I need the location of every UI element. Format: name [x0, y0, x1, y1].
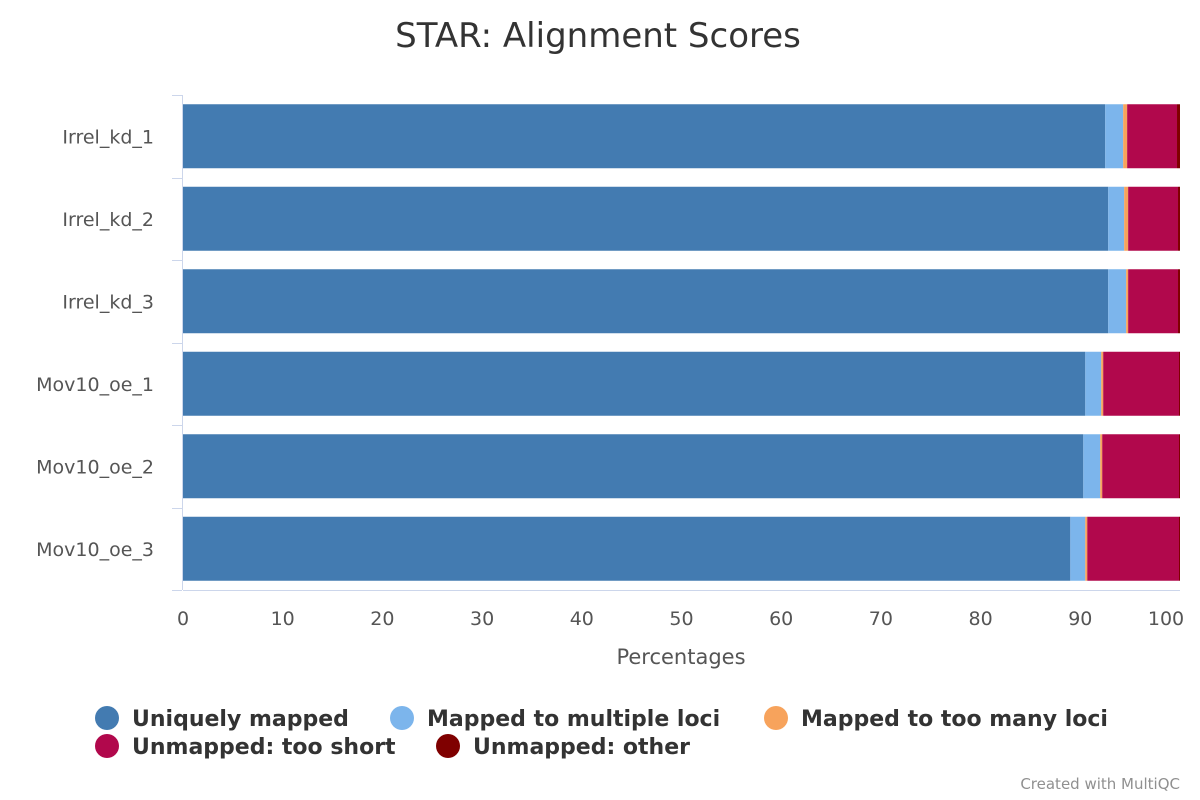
- category-label: Irrel_kd_3: [62, 291, 154, 313]
- bar-segment-Irrel_kd_1-5[interactable]: [1177, 104, 1180, 169]
- bar-segment-Irrel_kd_2-3[interactable]: [1124, 186, 1129, 251]
- legend-item-label[interactable]: Unmapped: too short: [132, 735, 396, 760]
- bar-segment-Mov10_oe_1-1[interactable]: [183, 351, 1086, 416]
- bar-segment-Irrel_kd_3-3[interactable]: [1126, 269, 1129, 334]
- x-tick-label: 30: [470, 608, 494, 630]
- x-tick-label: 50: [669, 608, 693, 630]
- category-labels: Irrel_kd_1 Irrel_kd_2 Irrel_kd_3 Mov10_oe_1…: [36, 126, 154, 561]
- x-tick-label: 80: [969, 608, 993, 630]
- credit-text[interactable]: Created with MultiQC: [1020, 775, 1180, 793]
- bar-segment-Mov10_oe_2-1[interactable]: [183, 434, 1084, 499]
- bar-segment-Irrel_kd_1-4[interactable]: [1127, 104, 1178, 169]
- category-label: Mov10_oe_3: [36, 539, 154, 561]
- category-label: Mov10_oe_2: [36, 456, 154, 478]
- axes: [172, 95, 1180, 591]
- bar-segment-Mov10_oe_3-4[interactable]: [1087, 516, 1180, 581]
- bar-segment-Irrel_kd_3-1[interactable]: [183, 269, 1109, 334]
- chart-title: STAR: Alignment Scores: [395, 16, 801, 56]
- legend-item-label[interactable]: Mapped to multiple loci: [427, 707, 720, 732]
- bar-segment-Mov10_oe_2-4[interactable]: [1102, 434, 1180, 499]
- bar-segment-Mov10_oe_2-5[interactable]: [1179, 434, 1180, 499]
- bar-segment-Irrel_kd_3-4[interactable]: [1128, 269, 1179, 334]
- legend-item-label[interactable]: Uniquely mapped: [132, 707, 349, 732]
- category-label: Irrel_kd_2: [62, 209, 154, 231]
- bar-segment-Mov10_oe_2-3[interactable]: [1100, 434, 1103, 499]
- x-tick-label: 10: [271, 608, 295, 630]
- legend-marker[interactable]: [95, 706, 119, 730]
- bar-segment-Irrel_kd_2-4[interactable]: [1128, 186, 1179, 251]
- x-tick-label: 70: [869, 608, 893, 630]
- bar-segment-Mov10_oe_3-2[interactable]: [1070, 516, 1086, 581]
- legend-marker[interactable]: [390, 706, 414, 730]
- x-axis-ticks: 0 10 20 30 40 50 60 70 80 90 100: [177, 608, 1184, 630]
- x-tick-label: 0: [177, 608, 189, 630]
- bar-segment-Mov10_oe_3-1[interactable]: [183, 516, 1071, 581]
- bar-segment-Mov10_oe_1-3[interactable]: [1101, 351, 1104, 416]
- x-axis-title: Percentages: [616, 645, 745, 669]
- bar-segment-Mov10_oe_2-2[interactable]: [1083, 434, 1101, 499]
- bar-segment-Irrel_kd_1-1[interactable]: [183, 104, 1106, 169]
- bar-segment-Mov10_oe_1-5[interactable]: [1179, 351, 1180, 416]
- legend: Uniquely mapped Mapped to multiple loci Ma…: [95, 706, 1108, 760]
- x-tick-label: 90: [1068, 608, 1092, 630]
- bar-segment-Irrel_kd_3-5[interactable]: [1178, 269, 1180, 334]
- legend-marker[interactable]: [436, 734, 460, 758]
- bar-segment-Mov10_oe_3-3[interactable]: [1085, 516, 1088, 581]
- legend-marker[interactable]: [764, 706, 788, 730]
- bar-segment-Irrel_kd_1-3[interactable]: [1123, 104, 1128, 169]
- bar-segment-Irrel_kd_3-2[interactable]: [1108, 269, 1127, 334]
- x-tick-label: 20: [370, 608, 394, 630]
- bar-segment-Irrel_kd_2-5[interactable]: [1178, 186, 1180, 251]
- bar-segment-Mov10_oe_3-5[interactable]: [1179, 516, 1180, 581]
- bar-segment-Irrel_kd_2-1[interactable]: [183, 186, 1109, 251]
- x-tick-label: 60: [769, 608, 793, 630]
- bar-segment-Irrel_kd_2-2[interactable]: [1108, 186, 1125, 251]
- bar-segment-Mov10_oe_1-4[interactable]: [1103, 351, 1180, 416]
- bar-segment-Irrel_kd_1-2[interactable]: [1105, 104, 1124, 169]
- category-label: Mov10_oe_1: [36, 374, 154, 396]
- bars-group: [183, 104, 1180, 581]
- x-tick-label: 100: [1148, 608, 1184, 630]
- legend-item-label[interactable]: Unmapped: other: [473, 735, 690, 760]
- legend-item-label[interactable]: Mapped to too many loci: [801, 707, 1108, 732]
- bar-segment-Mov10_oe_1-2[interactable]: [1085, 351, 1102, 416]
- legend-marker[interactable]: [95, 734, 119, 758]
- category-label: Irrel_kd_1: [62, 126, 154, 148]
- x-tick-label: 40: [570, 608, 594, 630]
